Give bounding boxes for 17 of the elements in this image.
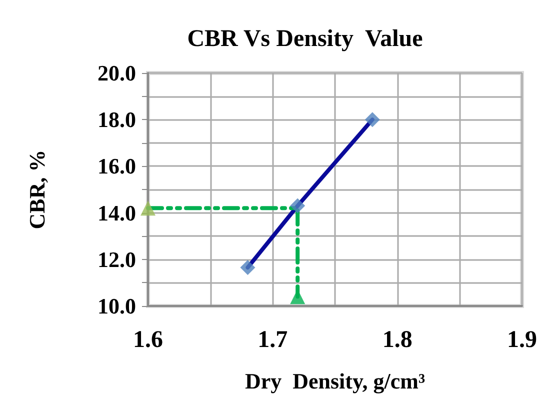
point xyxy=(140,200,156,216)
y-tick-label: 12.0 xyxy=(98,246,136,272)
y-tick-label: 18.0 xyxy=(98,107,136,132)
point xyxy=(290,198,306,214)
point xyxy=(240,260,256,276)
y-axis-title: CBR, % xyxy=(24,150,50,230)
y-tick-label: 20.0 xyxy=(98,60,136,86)
x-tick-label: 1.9 xyxy=(507,327,537,353)
x-tick-label: 1.6 xyxy=(133,327,163,353)
x-tick-label: 1.8 xyxy=(382,327,412,353)
x-tick-label: 1.7 xyxy=(258,327,288,353)
chart-title: CBR Vs Density Value xyxy=(187,26,424,52)
y-tick-label: 16.0 xyxy=(98,154,136,179)
y-tick-label: 14.0 xyxy=(98,200,136,226)
y-tick-label: 10.0 xyxy=(98,294,136,318)
point xyxy=(364,112,380,128)
x-axis-title: Dry Density, g/cm³ xyxy=(244,368,426,394)
